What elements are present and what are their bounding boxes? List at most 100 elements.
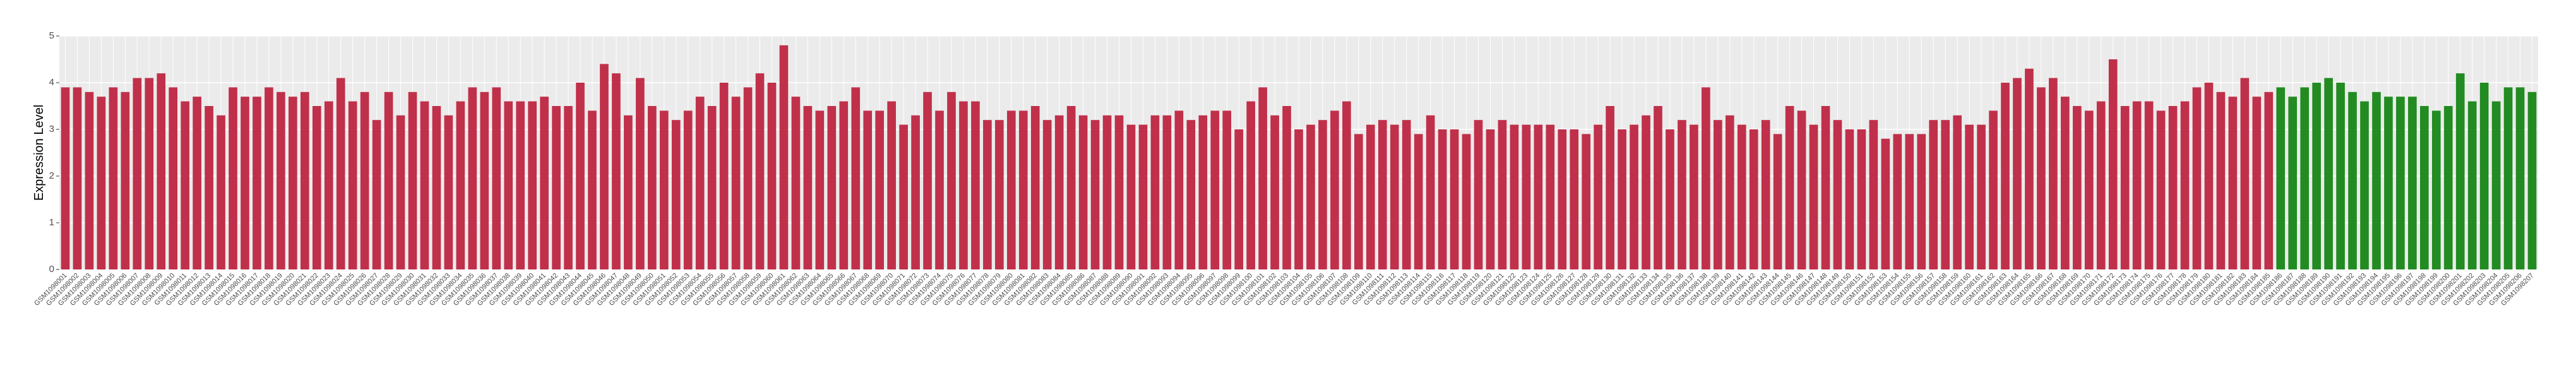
bar bbox=[695, 97, 705, 269]
bar bbox=[408, 92, 417, 270]
bar bbox=[1761, 120, 1770, 269]
bar bbox=[564, 106, 573, 269]
bar bbox=[827, 106, 837, 269]
bar bbox=[2491, 101, 2501, 269]
bar bbox=[2168, 106, 2178, 269]
bar bbox=[767, 83, 777, 269]
bar bbox=[1702, 87, 1710, 269]
bar bbox=[2192, 87, 2202, 269]
bar bbox=[2419, 106, 2429, 269]
bar bbox=[731, 97, 741, 269]
bar bbox=[1186, 120, 1196, 269]
bar bbox=[528, 101, 537, 269]
bar bbox=[2001, 83, 2010, 269]
bar bbox=[1510, 124, 1519, 269]
bar bbox=[1150, 115, 1160, 269]
bar bbox=[1102, 115, 1112, 269]
bar bbox=[1690, 124, 1698, 269]
bar bbox=[1474, 120, 1483, 269]
bar bbox=[1534, 124, 1543, 269]
bar bbox=[683, 110, 693, 269]
bar bbox=[2049, 78, 2058, 269]
bar bbox=[1546, 124, 1555, 269]
bar bbox=[2061, 97, 2070, 269]
bar bbox=[312, 106, 321, 269]
bar bbox=[791, 97, 801, 269]
bar bbox=[336, 78, 345, 269]
bar bbox=[911, 115, 920, 269]
bar bbox=[1030, 106, 1040, 269]
bar bbox=[241, 97, 249, 269]
bar bbox=[1366, 124, 1375, 269]
bar bbox=[432, 106, 441, 269]
bar bbox=[73, 87, 82, 269]
bar bbox=[2300, 87, 2309, 269]
bar bbox=[265, 87, 273, 269]
bar bbox=[863, 110, 873, 269]
bar bbox=[157, 73, 166, 269]
bar bbox=[935, 110, 944, 269]
bar bbox=[121, 92, 130, 270]
bar bbox=[1845, 129, 1854, 269]
bar bbox=[1162, 115, 1172, 269]
bar bbox=[2144, 101, 2154, 269]
bar bbox=[1893, 134, 1902, 269]
bar bbox=[1258, 87, 1267, 269]
bar bbox=[2025, 68, 2034, 270]
bar bbox=[1917, 134, 1926, 269]
bar bbox=[1402, 120, 1411, 269]
bar bbox=[1582, 134, 1591, 269]
bar bbox=[217, 115, 225, 269]
bar bbox=[1905, 134, 1914, 269]
bar bbox=[923, 92, 932, 270]
bar bbox=[2216, 92, 2226, 270]
bar bbox=[659, 110, 669, 269]
bar bbox=[1869, 120, 1878, 269]
bar bbox=[2084, 110, 2094, 269]
bar bbox=[1378, 120, 1387, 269]
bar bbox=[2180, 101, 2190, 269]
bar bbox=[133, 78, 142, 269]
bar bbox=[2348, 92, 2357, 270]
bar bbox=[1438, 129, 1447, 269]
bar bbox=[755, 73, 765, 269]
bar bbox=[671, 120, 681, 269]
bar bbox=[1078, 115, 1088, 269]
bar bbox=[612, 73, 621, 269]
bar bbox=[971, 101, 980, 269]
bar bbox=[636, 78, 645, 269]
bar bbox=[1354, 134, 1363, 269]
bar bbox=[1462, 134, 1471, 269]
bar bbox=[1929, 120, 1938, 269]
y-tick-label: 0 bbox=[49, 264, 54, 274]
bar bbox=[193, 97, 201, 269]
bar bbox=[1138, 124, 1148, 269]
bar bbox=[444, 115, 453, 269]
bar bbox=[743, 87, 753, 269]
bar bbox=[396, 115, 405, 269]
bar bbox=[1450, 129, 1459, 269]
bar bbox=[253, 97, 261, 269]
bar bbox=[2467, 101, 2477, 269]
bar bbox=[1977, 124, 1986, 269]
bar bbox=[1006, 110, 1016, 269]
bar bbox=[1486, 129, 1495, 269]
bar bbox=[2132, 101, 2142, 269]
bar bbox=[552, 106, 561, 269]
bar bbox=[815, 110, 825, 269]
bar bbox=[2336, 83, 2345, 269]
bar bbox=[2360, 101, 2369, 269]
bar bbox=[576, 83, 585, 269]
bar bbox=[647, 106, 657, 269]
bar bbox=[229, 87, 237, 269]
bar bbox=[839, 101, 849, 269]
bar bbox=[1773, 134, 1782, 269]
bar bbox=[384, 92, 393, 270]
y-tick-label: 4 bbox=[49, 77, 54, 88]
bar bbox=[1282, 106, 1291, 269]
bar bbox=[1318, 120, 1327, 269]
bar bbox=[1749, 129, 1758, 269]
bar bbox=[1414, 134, 1423, 269]
bar bbox=[1270, 115, 1279, 269]
bar bbox=[2252, 97, 2262, 269]
